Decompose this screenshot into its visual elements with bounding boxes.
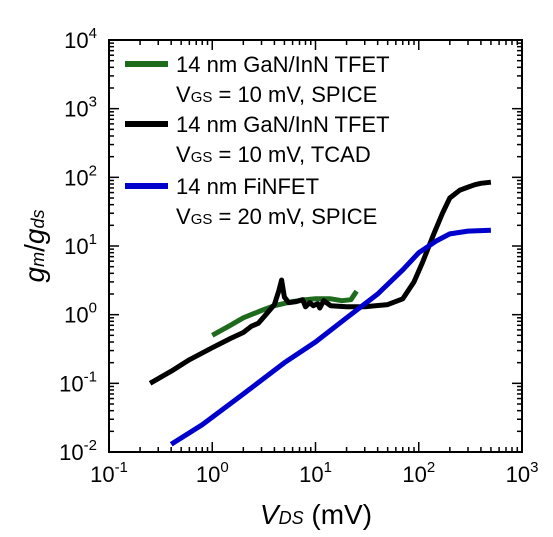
legend-label-gan-spice: 14 nm GaN/InN TFET bbox=[176, 52, 390, 77]
x-tick-label: 100 bbox=[196, 459, 229, 487]
axis-ticks bbox=[108, 39, 523, 453]
y-tick-label: 101 bbox=[64, 231, 97, 259]
legend-cond-gan-tcad: VGS = 10 mV, TCAD bbox=[176, 142, 371, 167]
y-tick-label: 103 bbox=[64, 94, 97, 122]
y-axis-title: gm/gds bbox=[19, 210, 50, 283]
x-tick-label: 102 bbox=[402, 459, 435, 487]
x-tick-label: 101 bbox=[299, 459, 332, 487]
series-line-gan_tcad bbox=[148, 179, 492, 386]
legend-cond-gan-spice: VGS = 10 mV, SPICE bbox=[176, 82, 377, 107]
x-axis-title: VDS (mV) bbox=[260, 499, 372, 530]
series-line-finfet_spice bbox=[169, 227, 491, 447]
y-tick-label: 10-1 bbox=[59, 368, 97, 396]
series-lines bbox=[148, 179, 492, 447]
legend-label-finfet-spice: 14 nm FiNFET bbox=[176, 174, 319, 199]
y-tick-label: 10-2 bbox=[59, 437, 97, 465]
y-tick-label: 102 bbox=[64, 162, 97, 190]
legend-label-gan-tcad: 14 nm GaN/InN TFET bbox=[176, 112, 390, 137]
x-tick-label: 10-1 bbox=[90, 459, 128, 487]
legend: 14 nm GaN/InN TFET VGS = 10 mV, SPICE 14… bbox=[125, 52, 390, 229]
y-tick-label: 104 bbox=[64, 25, 97, 53]
y-tick-label: 100 bbox=[64, 300, 97, 328]
legend-cond-finfet-spice: VGS = 20 mV, SPICE bbox=[176, 204, 377, 229]
x-tick-label: 103 bbox=[506, 459, 539, 487]
